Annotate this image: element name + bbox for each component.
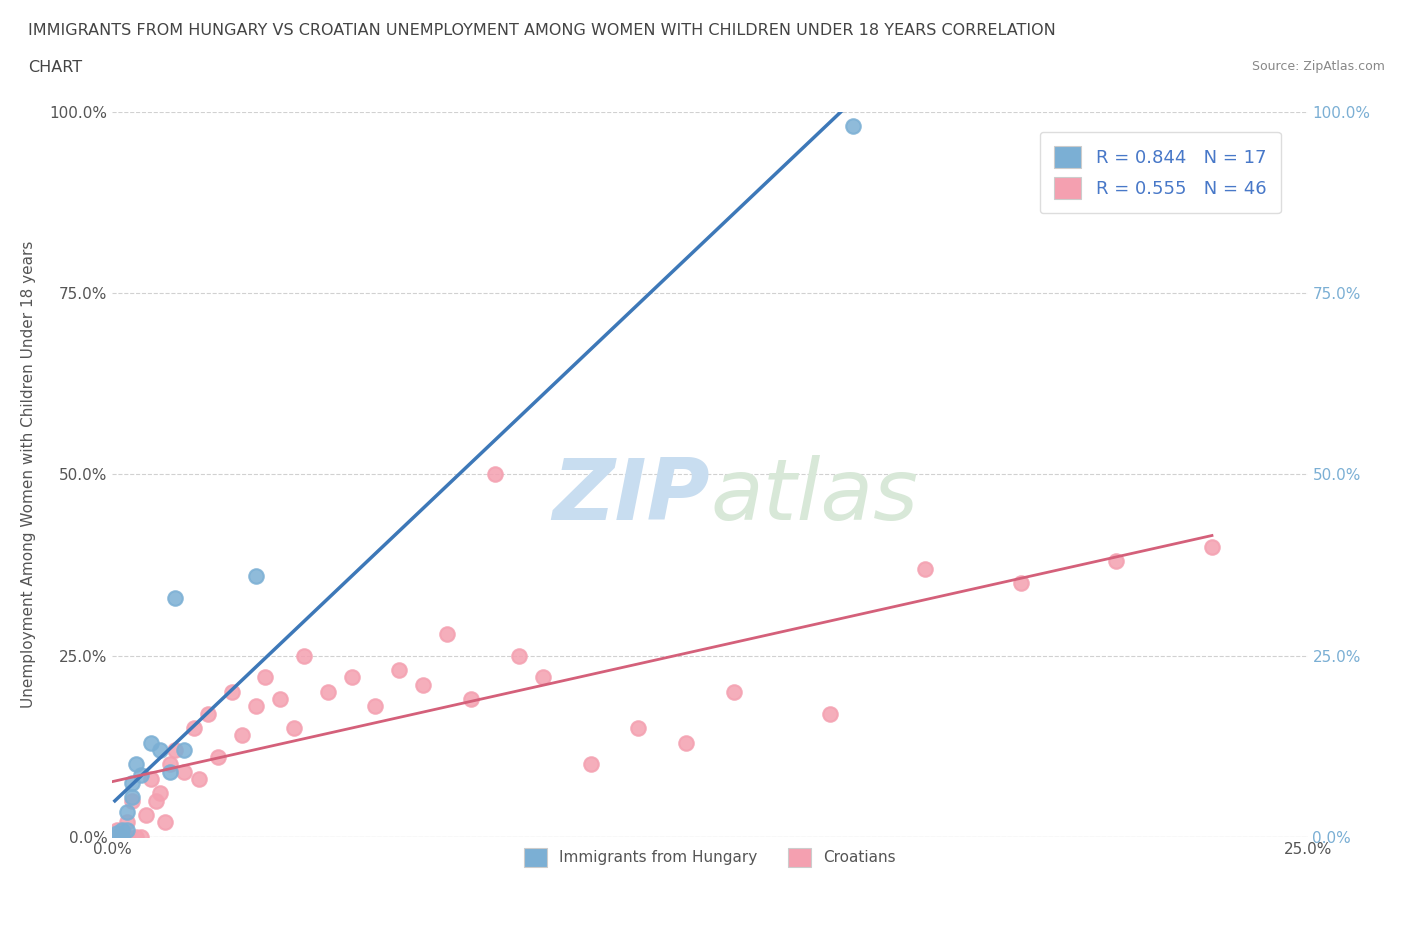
- Text: ZIP: ZIP: [553, 455, 710, 538]
- Text: atlas: atlas: [710, 455, 918, 538]
- Point: [436, 627, 458, 642]
- Point: [163, 742, 186, 757]
- Point: [1105, 554, 1128, 569]
- Point: [818, 706, 841, 721]
- Point: [627, 721, 650, 736]
- Point: [508, 648, 530, 663]
- Point: [159, 757, 181, 772]
- Point: [121, 776, 143, 790]
- Point: [163, 591, 186, 605]
- Point: [104, 830, 127, 844]
- Point: [125, 757, 148, 772]
- Point: [135, 808, 157, 823]
- Point: [115, 804, 138, 819]
- Point: [129, 768, 152, 783]
- Point: [914, 561, 936, 576]
- Point: [1201, 539, 1223, 554]
- Point: [221, 684, 243, 699]
- Point: [197, 706, 219, 721]
- Y-axis label: Unemployment Among Women with Children Under 18 years: Unemployment Among Women with Children U…: [21, 241, 35, 708]
- Point: [187, 772, 209, 787]
- Point: [316, 684, 339, 699]
- Point: [111, 830, 134, 844]
- Point: [207, 750, 229, 764]
- Point: [340, 670, 363, 684]
- Point: [412, 677, 434, 692]
- Point: [129, 830, 152, 844]
- Point: [245, 699, 267, 714]
- Point: [254, 670, 277, 684]
- Point: [1010, 576, 1032, 591]
- Point: [173, 764, 195, 779]
- Point: [145, 793, 167, 808]
- Point: [460, 692, 482, 707]
- Legend: Immigrants from Hungary, Croatians: Immigrants from Hungary, Croatians: [517, 842, 903, 873]
- Point: [183, 721, 205, 736]
- Point: [139, 772, 162, 787]
- Point: [292, 648, 315, 663]
- Text: CHART: CHART: [28, 60, 82, 75]
- Point: [153, 815, 176, 830]
- Point: [121, 793, 143, 808]
- Point: [269, 692, 291, 707]
- Point: [111, 830, 134, 844]
- Point: [125, 830, 148, 844]
- Point: [531, 670, 554, 684]
- Point: [723, 684, 745, 699]
- Point: [111, 822, 134, 837]
- Point: [149, 742, 172, 757]
- Point: [105, 822, 128, 837]
- Point: [105, 826, 128, 841]
- Point: [283, 721, 305, 736]
- Point: [149, 786, 172, 801]
- Point: [579, 757, 602, 772]
- Point: [105, 830, 128, 844]
- Point: [115, 830, 138, 844]
- Point: [173, 742, 195, 757]
- Point: [484, 467, 506, 482]
- Point: [115, 815, 138, 830]
- Point: [675, 736, 697, 751]
- Point: [364, 699, 387, 714]
- Text: Source: ZipAtlas.com: Source: ZipAtlas.com: [1251, 60, 1385, 73]
- Point: [139, 736, 162, 751]
- Point: [842, 119, 865, 134]
- Point: [231, 728, 253, 743]
- Text: IMMIGRANTS FROM HUNGARY VS CROATIAN UNEMPLOYMENT AMONG WOMEN WITH CHILDREN UNDER: IMMIGRANTS FROM HUNGARY VS CROATIAN UNEM…: [28, 23, 1056, 38]
- Point: [159, 764, 181, 779]
- Point: [388, 663, 411, 678]
- Point: [245, 568, 267, 583]
- Point: [115, 822, 138, 837]
- Point: [121, 790, 143, 804]
